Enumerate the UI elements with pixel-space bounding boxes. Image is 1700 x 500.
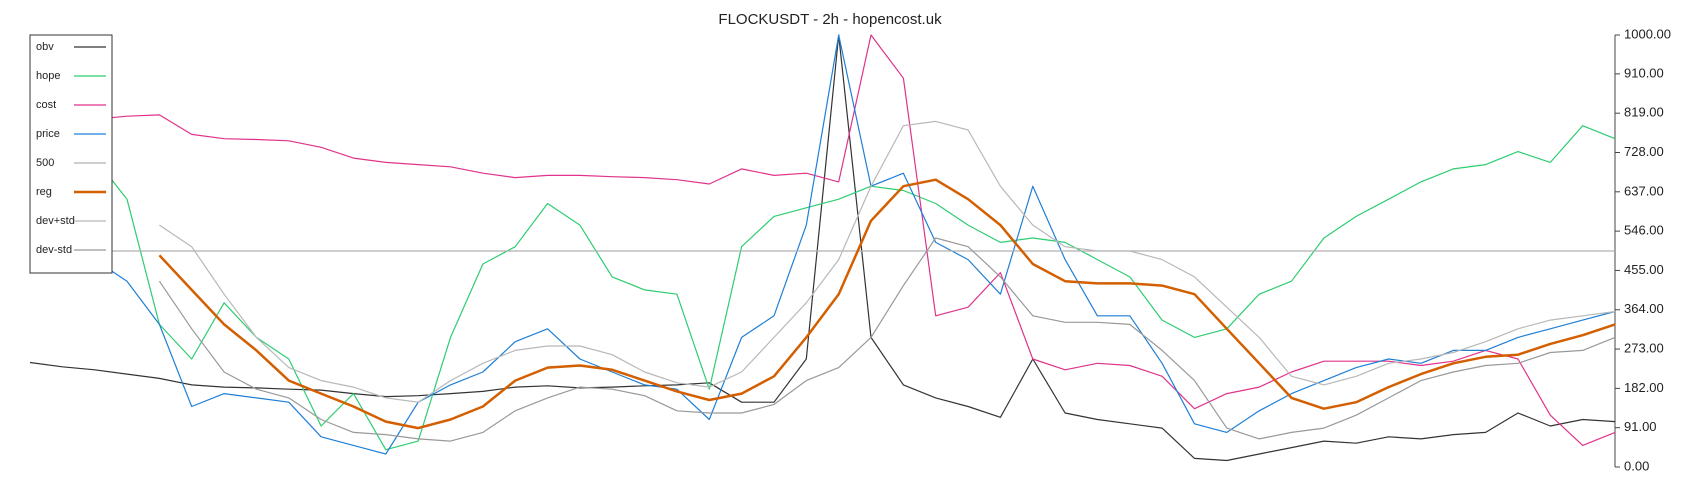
series-line [29,34,1616,462]
legend-label: reg [36,186,52,198]
legend-label: 500 [36,157,54,169]
series-line [94,34,1616,455]
series-line [158,237,1616,442]
legend-label: dev+std [36,215,75,227]
y-tick-label: 819.00 [1624,105,1664,120]
series-line [94,125,1616,451]
y-tick-label: 0.00 [1624,458,1649,473]
series-line [29,34,1616,446]
y-tick-label: 637.00 [1624,183,1664,198]
legend-label: hope [36,70,60,82]
series-line [158,178,1616,430]
y-tick-label: 1000.00 [1624,26,1671,41]
y-tick-label: 546.00 [1624,223,1664,238]
y-tick-label: 182.00 [1624,380,1664,395]
legend-label: dev-std [36,244,72,256]
series-line [159,120,1616,403]
y-tick-label: 728.00 [1624,144,1664,159]
y-tick-label: 364.00 [1624,301,1664,316]
legend-box [29,34,113,274]
y-tick-label: 910.00 [1624,65,1664,80]
legend-label: cost [36,99,56,111]
legend-label: price [36,128,60,140]
y-tick-label: 273.00 [1624,341,1664,356]
chart-title: FLOCKUSDT - 2h - hopencost.uk [718,11,942,28]
y-tick-label: 91.00 [1624,419,1657,434]
legend-label: obv [36,41,54,53]
y-tick-label: 455.00 [1624,262,1664,277]
